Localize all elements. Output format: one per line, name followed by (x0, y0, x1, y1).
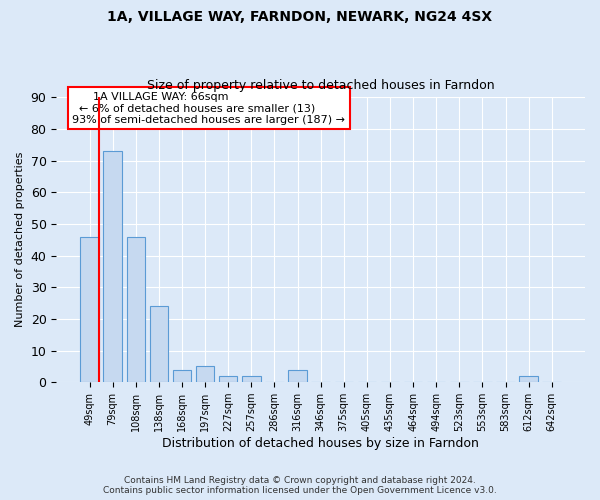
Text: 1A VILLAGE WAY: 66sqm
  ← 6% of detached houses are smaller (13)
93% of semi-det: 1A VILLAGE WAY: 66sqm ← 6% of detached h… (72, 92, 345, 125)
Bar (80, 236, 99, 382)
Y-axis label: Number of detached properties: Number of detached properties (15, 152, 25, 328)
Bar (520, 376, 538, 382)
Title: Size of property relative to detached houses in Farndon: Size of property relative to detached ho… (147, 79, 494, 92)
Bar (149, 306, 168, 382)
Bar (219, 376, 238, 382)
Bar (288, 370, 307, 382)
Bar (196, 366, 214, 382)
Text: Contains HM Land Registry data © Crown copyright and database right 2024.
Contai: Contains HM Land Registry data © Crown c… (103, 476, 497, 495)
X-axis label: Distribution of detached houses by size in Farndon: Distribution of detached houses by size … (162, 437, 479, 450)
Bar (127, 236, 145, 382)
Text: 1A, VILLAGE WAY, FARNDON, NEWARK, NG24 4SX: 1A, VILLAGE WAY, FARNDON, NEWARK, NG24 4… (107, 10, 493, 24)
Bar (103, 151, 122, 382)
Bar (242, 376, 260, 382)
Bar (173, 370, 191, 382)
